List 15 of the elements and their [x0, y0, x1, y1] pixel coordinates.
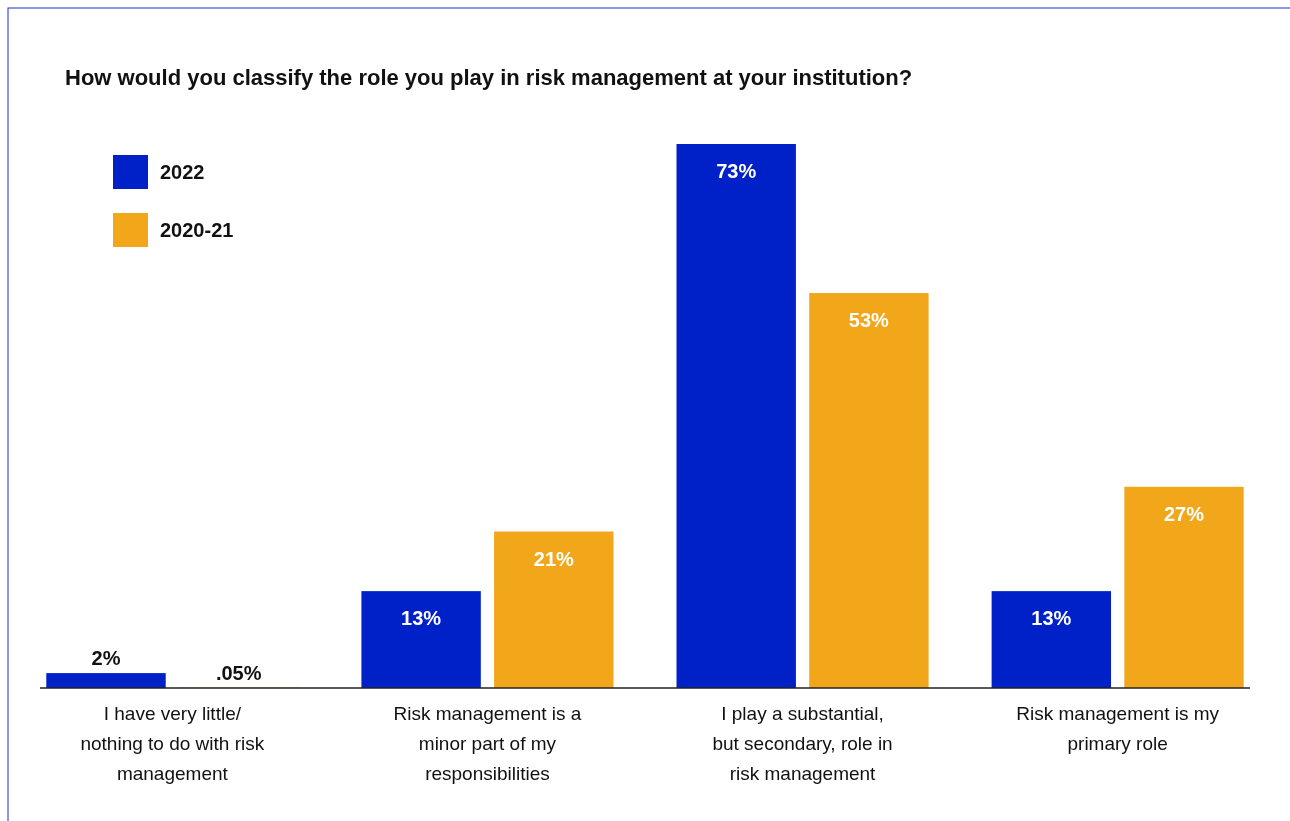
- data-label: 27%: [1163, 502, 1205, 525]
- legend-label: 2022: [160, 161, 205, 183]
- legend-label: 2020-21: [160, 219, 234, 241]
- chart-title: How would you classify the role you play in risk management at your institution?: [65, 65, 913, 90]
- data-label: 53%: [848, 309, 890, 332]
- data-label: 13%: [1031, 607, 1072, 630]
- x-tick-label: Risk management is a minor part of my responsibilities: [393, 703, 582, 784]
- x-tick-label: I play a substantial, but secondary, role in risk management: [712, 703, 893, 784]
- data-label: 21%: [533, 547, 575, 570]
- x-tick-label: Risk management is my primary role: [1016, 703, 1220, 754]
- data-label: .05%: [215, 661, 262, 684]
- data-label: 73%: [716, 160, 757, 182]
- data-label: 13%: [401, 607, 442, 630]
- data-label: 2%: [91, 647, 121, 670]
- x-tick-label: I have very little/ nothing to do with risk management: [80, 703, 265, 784]
